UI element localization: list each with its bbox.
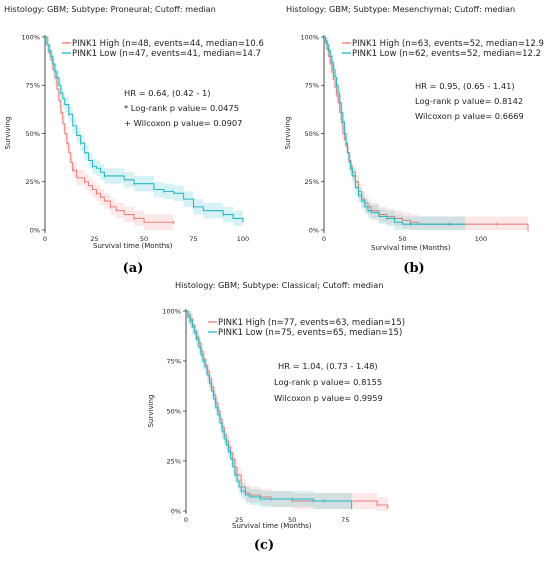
- confidence-band-high: [324, 37, 528, 230]
- x-tick-label: 100: [475, 235, 487, 243]
- y-tick-label: 100%: [162, 307, 181, 315]
- x-axis-label: Survival time (Months): [93, 242, 173, 250]
- legend-entry-high: PINK1 High (n=63, events=52, median=12.9: [352, 39, 544, 49]
- x-tick-label: 25: [90, 235, 98, 243]
- survival-curve-high: [324, 36, 529, 230]
- x-axis-label: Survival time (Months): [371, 244, 451, 252]
- y-tick-label: 50%: [167, 407, 181, 415]
- y-axis-label: Surviving: [284, 117, 292, 150]
- y-tick-label: 100%: [21, 33, 40, 41]
- panel-label: (c): [254, 538, 274, 553]
- x-tick-label: 75: [189, 235, 197, 243]
- legend-entry-low: PINK1 Low (n=47, events=41, median=14.7: [72, 49, 261, 59]
- y-tick-label: 25%: [26, 178, 40, 186]
- x-tick-label: 25: [235, 516, 243, 524]
- stat-line: HR = 1.04, (0.73 - 1.48): [278, 361, 378, 371]
- survival-curve-low: [45, 36, 244, 223]
- stat-line: + Wilcoxon p value= 0.0907: [124, 118, 242, 128]
- stat-line: Log-rank p value= 0.8155: [274, 377, 382, 387]
- stat-line: * Log-rank p value= 0.0475: [124, 103, 239, 113]
- y-tick-label: 75%: [305, 82, 319, 90]
- y-tick-label: 25%: [305, 178, 319, 186]
- stat-line: Wilcoxon p value= 0.6669: [415, 111, 524, 121]
- stat-line: HR = 0.64, (0.42 - 1): [124, 88, 210, 98]
- survival-curve-low: [186, 310, 353, 509]
- y-tick-label: 0%: [309, 226, 319, 234]
- x-tick-label: 50: [288, 516, 296, 524]
- km-panel-a: Histology: GBM; Subtype: Proneural; Cuto…: [4, 4, 264, 276]
- panel-label: (a): [123, 261, 144, 276]
- y-tick-label: 100%: [300, 33, 319, 41]
- x-tick-label: 100: [237, 235, 249, 243]
- x-tick-label: 0: [43, 235, 47, 243]
- y-tick-label: 50%: [305, 130, 319, 138]
- confidence-band-high: [186, 311, 388, 511]
- confidence-band-high: [45, 37, 174, 230]
- y-tick-label: 50%: [26, 130, 40, 138]
- y-tick-label: 0%: [30, 226, 40, 234]
- confidence-band-low: [186, 311, 352, 511]
- panel-label: (b): [403, 261, 424, 276]
- x-tick-label: 50: [398, 235, 406, 243]
- chart-title: Histology: GBM; Subtype: Proneural; Cuto…: [4, 4, 216, 14]
- km-panel-c: Histology: GBM; Subtype: Classical; Cuto…: [147, 280, 405, 553]
- chart-title: Histology: GBM; Subtype: Mesenchymal; Cu…: [286, 4, 515, 14]
- legend-entry-low: PINK1 Low (n=75, events=65, median=15): [218, 328, 402, 338]
- x-tick-label: 75: [341, 516, 349, 524]
- stat-line: Log-rank p value= 0.8142: [415, 96, 523, 106]
- y-axis-label: Surviving: [4, 117, 12, 150]
- y-axis-label: Surviving: [147, 395, 155, 428]
- x-axis-label: Survival time (Months): [232, 522, 312, 530]
- y-tick-label: 75%: [167, 357, 181, 365]
- legend-entry-high: PINK1 High (n=77, events=63, median=15): [218, 318, 405, 328]
- confidence-band-low: [45, 37, 243, 230]
- x-tick-label: 0: [184, 516, 188, 524]
- stat-line: Wilcoxon p value= 0.9959: [274, 393, 383, 403]
- chart-title: Histology: GBM; Subtype: Classical; Cuto…: [175, 280, 383, 290]
- y-tick-label: 0%: [171, 507, 181, 515]
- legend-entry-low: PINK1 Low (n=62, events=52, median=12.2: [352, 49, 541, 59]
- legend-entry-high: PINK1 High (n=48, events=44, median=10.6: [72, 39, 264, 49]
- km-panel-b: Histology: GBM; Subtype: Mesenchymal; Cu…: [284, 4, 544, 276]
- y-tick-label: 75%: [26, 82, 40, 90]
- x-tick-label: 50: [140, 235, 148, 243]
- y-tick-label: 25%: [167, 457, 181, 465]
- stat-line: HR = 0.95, (0.65 - 1.41): [415, 81, 515, 91]
- x-tick-label: 0: [322, 235, 326, 243]
